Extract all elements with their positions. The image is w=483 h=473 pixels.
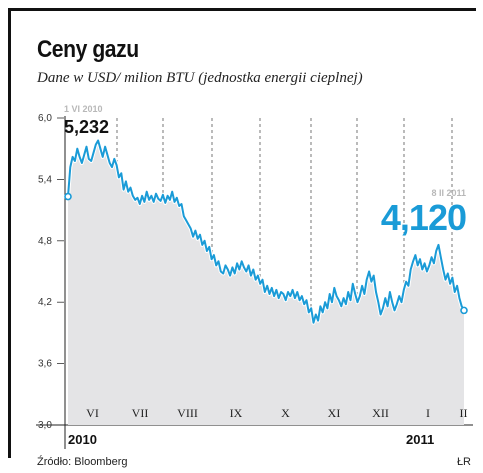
month-label: VII	[132, 406, 149, 420]
y-tick-label: 3,6	[38, 359, 52, 370]
y-tick-label: 4,8	[38, 236, 52, 247]
year-label-2011: 2011	[406, 432, 434, 447]
month-label: XI	[328, 406, 341, 420]
year-label-2010: 2010	[68, 432, 97, 447]
month-label: VIII	[177, 406, 198, 420]
y-tick-label: 3,0	[38, 420, 52, 431]
month-label: I	[426, 406, 430, 420]
start-point-marker	[64, 192, 72, 201]
label-layer: VI VII VIII IX X XI XII I II6,05,44,84,23,63,01 …	[38, 104, 468, 447]
chart-subtitle: Dane w USD/ milion BTU (jednostka energi…	[37, 70, 363, 86]
y-tick-label: 5,4	[38, 174, 52, 185]
end-value-label: 4,120	[381, 197, 466, 238]
chart-title: Ceny gazu	[37, 36, 139, 63]
frame-top-rule	[8, 8, 476, 11]
end-point-marker	[460, 306, 468, 315]
month-label: X	[281, 406, 290, 420]
month-label: IX	[230, 406, 243, 420]
source-note: Źródło: Bloomberg	[37, 456, 128, 468]
month-label: XII	[372, 406, 389, 420]
end-date-label: 8 II 2011	[431, 188, 466, 198]
month-label: VI	[86, 406, 99, 420]
frame-left-rule	[8, 8, 11, 458]
price-line	[67, 139, 465, 324]
price-area	[68, 140, 464, 425]
start-date-label: 1 VI 2010	[64, 104, 103, 114]
author-credit: ŁR	[456, 456, 471, 468]
start-value-label: 5,232	[64, 117, 109, 137]
month-label: II	[460, 406, 468, 420]
y-tick-label: 6,0	[38, 113, 52, 124]
area-layer	[64, 138, 468, 425]
y-tick-label: 4,2	[38, 297, 52, 308]
